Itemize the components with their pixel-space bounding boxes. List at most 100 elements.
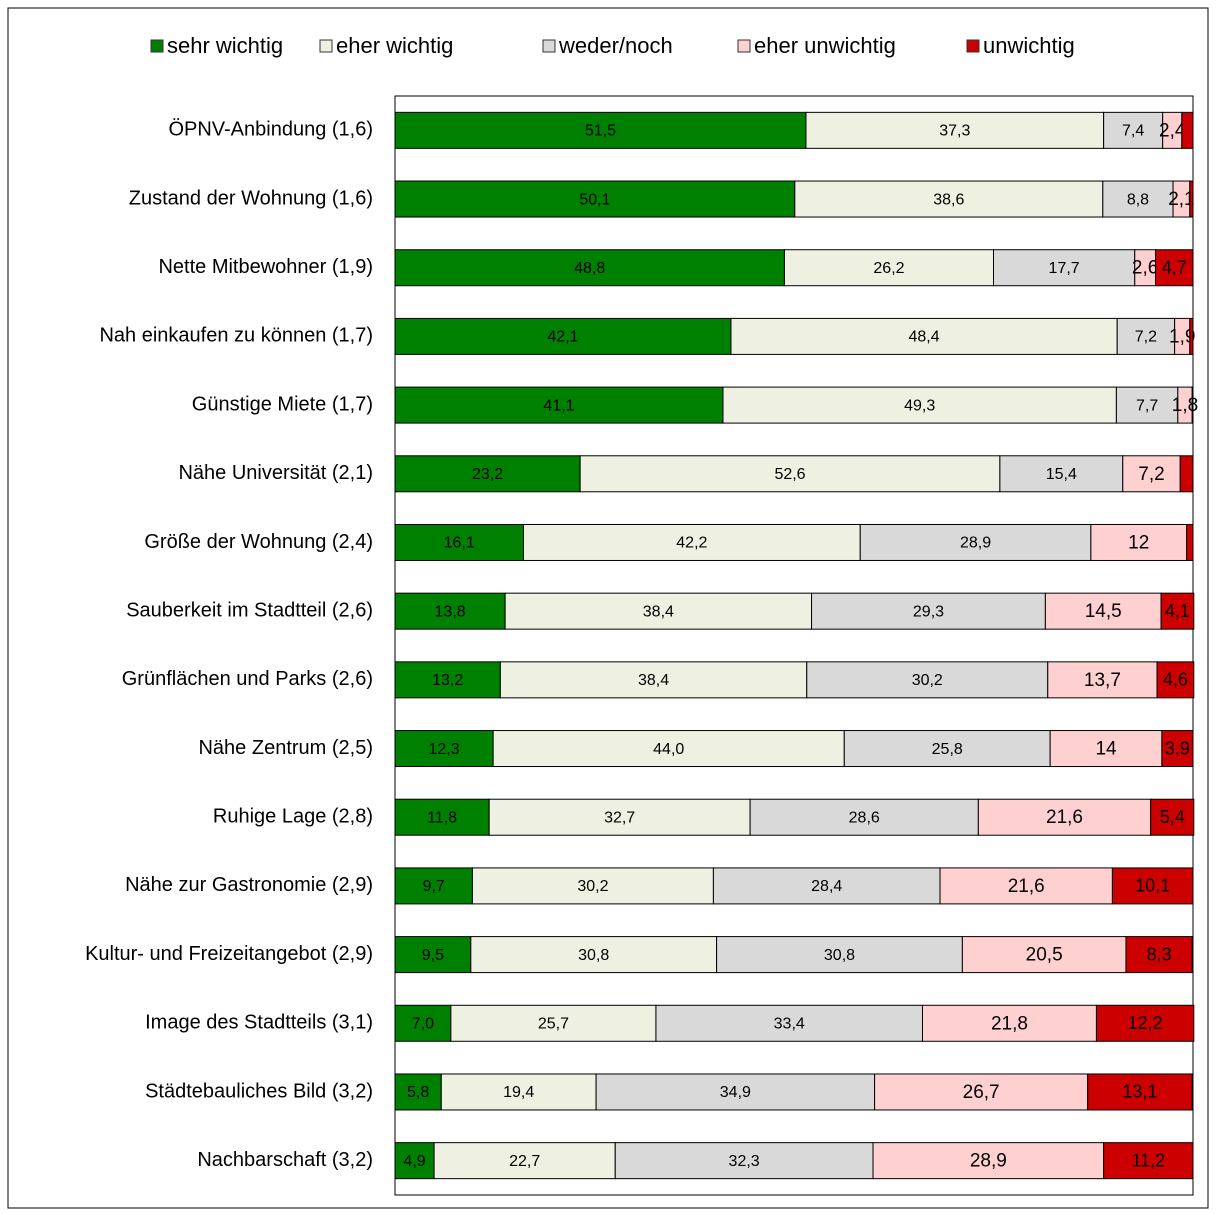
data-label: 12	[1128, 532, 1149, 553]
bar-segment	[1102, 180, 1174, 218]
legend-swatch	[966, 39, 980, 53]
bar-segment	[999, 455, 1124, 493]
bar-segment	[394, 111, 807, 149]
bar-segment	[1125, 936, 1193, 974]
bar-segment	[1122, 455, 1181, 493]
bar-segment	[394, 317, 732, 355]
data-label: 29,3	[913, 603, 944, 620]
data-label: 7,4	[1122, 123, 1144, 140]
bar-segment	[805, 111, 1105, 149]
data-label: 25,7	[538, 1016, 569, 1033]
bar-segment	[921, 1004, 1097, 1042]
data-label: 28,9	[960, 535, 991, 552]
bar-segment	[939, 867, 1113, 905]
data-label: 7,0	[412, 1016, 434, 1033]
bar-segment	[1150, 798, 1195, 836]
data-label: 23,2	[472, 466, 503, 483]
data-label: 4,6	[1163, 670, 1188, 690]
data-label: 15,4	[1046, 466, 1077, 483]
bar-segment	[794, 180, 1104, 218]
y-tick-label: Nah einkaufen zu können (1,7)	[99, 325, 373, 347]
data-label: 28,4	[811, 878, 842, 895]
data-label: 38,6	[933, 191, 964, 208]
data-label: 13,1	[1122, 1082, 1157, 1102]
bar-segment	[1154, 249, 1194, 287]
data-label: 22,7	[509, 1153, 540, 1170]
data-label: 4,1	[1165, 601, 1190, 621]
bar-segment	[1116, 317, 1176, 355]
bar-segment	[806, 661, 1049, 699]
data-label: 2,1	[1168, 189, 1194, 210]
bar-segment	[1189, 317, 1194, 355]
y-tick-label: Größe der Wohnung (2,4)	[144, 531, 373, 553]
legend-label: eher wichtig	[336, 33, 453, 58]
bar-segment	[488, 798, 751, 836]
legend-swatch	[319, 39, 333, 53]
data-label: 30,8	[578, 947, 609, 964]
bar-segment	[1181, 111, 1194, 149]
bar-segment	[394, 592, 506, 630]
bar-segment	[394, 1004, 452, 1042]
data-label: 11,8	[427, 809, 457, 826]
bar-segment	[1044, 592, 1162, 630]
data-label: 8,3	[1147, 944, 1172, 964]
bar-segment	[1161, 730, 1194, 768]
legend-swatch	[542, 39, 556, 53]
bar-segment	[843, 730, 1051, 768]
y-tick-label: Nähe Zentrum (2,5)	[198, 737, 373, 759]
data-label: 44,0	[653, 741, 684, 758]
bar-segment	[394, 730, 494, 768]
bar-segment	[961, 936, 1127, 974]
bar-segment	[433, 1142, 616, 1180]
legend-label: sehr wichtig	[167, 33, 283, 58]
data-label: 14	[1095, 739, 1117, 760]
bar-segment	[1103, 111, 1164, 149]
bar-segment	[1160, 592, 1195, 630]
data-label: 16,1	[444, 535, 475, 552]
data-label: 21,6	[1008, 876, 1045, 897]
y-tick-label: Zustand der Wohnung (1,6)	[129, 187, 373, 209]
data-label: 2,6	[1132, 258, 1158, 279]
bar-segment	[783, 249, 995, 287]
data-label: 48,8	[574, 260, 605, 277]
data-label: 50,1	[579, 191, 610, 208]
data-label: 14,5	[1085, 601, 1122, 622]
legend-label: weder/noch	[558, 33, 673, 58]
data-label: 37,3	[939, 123, 970, 140]
bar-segment	[1179, 455, 1194, 493]
y-tick-label: Ruhige Lage (2,8)	[213, 806, 373, 828]
y-tick-label: Nähe zur Gastronomie (2,9)	[125, 874, 373, 896]
bar-segment	[1087, 1073, 1193, 1111]
bar-segment	[811, 592, 1046, 630]
legend-label: eher unwichtig	[754, 33, 896, 58]
y-tick-label: Städtebauliches Bild (3,2)	[145, 1080, 373, 1102]
bar-segment	[1095, 1004, 1195, 1042]
data-label: 30,8	[824, 947, 855, 964]
bar-segment	[730, 317, 1118, 355]
bar-segment	[394, 523, 524, 561]
data-label: 4,9	[403, 1153, 425, 1170]
data-label: 8,8	[1127, 191, 1149, 208]
y-tick-label: Sauberkeit im Stadtteil (2,6)	[126, 599, 373, 621]
bar-segment	[492, 730, 845, 768]
data-label: 13,8	[434, 603, 465, 620]
data-label: 28,6	[849, 809, 880, 826]
data-label: 7,2	[1135, 329, 1157, 346]
data-label: 3,9	[1165, 738, 1190, 758]
bar-segment	[1186, 523, 1194, 561]
bar-segment	[712, 867, 941, 905]
bar-segment	[470, 936, 718, 974]
data-label: 12,3	[429, 741, 460, 758]
bar-segment	[579, 455, 1001, 493]
y-tick-label: ÖPNV-Anbindung (1,6)	[168, 119, 373, 141]
bar-segment	[394, 386, 724, 424]
data-label: 10,1	[1135, 876, 1170, 896]
data-label: 19,4	[503, 1084, 534, 1101]
data-label: 13,7	[1084, 670, 1121, 691]
data-label: 32,7	[604, 809, 635, 826]
bar-segment	[440, 1073, 597, 1111]
y-tick-label: Nette Mitbewohner (1,9)	[158, 256, 373, 278]
y-tick-label: Image des Stadtteils (3,1)	[145, 1012, 373, 1034]
bar-segment	[749, 798, 979, 836]
